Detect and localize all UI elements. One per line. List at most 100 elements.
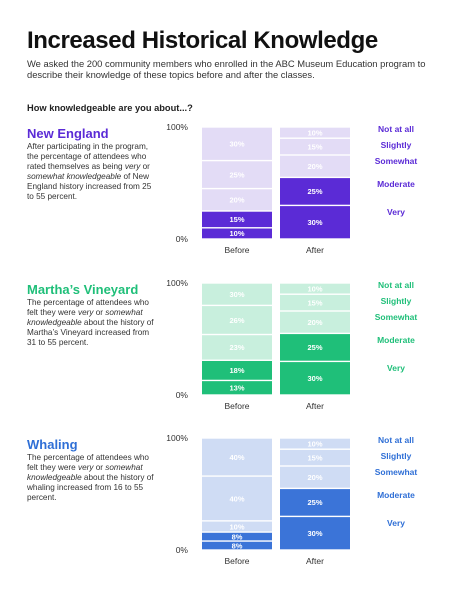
bar-segment bbox=[280, 127, 350, 138]
section-description: After participating in the program, the … bbox=[27, 142, 159, 202]
bar-segment bbox=[202, 476, 272, 521]
stacked-bar-chart: 100% 0% 10% 15% 20% 25% 30% Before 30% 25% 20% 15% 1… bbox=[166, 122, 418, 255]
category-label: Before bbox=[224, 245, 249, 255]
legend-label: Slightly bbox=[381, 451, 412, 461]
data-label: 25% bbox=[307, 343, 322, 352]
section-title: Whaling bbox=[27, 437, 78, 452]
question-text: How knowledgeable are you about...? bbox=[27, 103, 193, 113]
category-label: Before bbox=[224, 556, 249, 566]
section-whaling: Whaling The percentage of attendees who … bbox=[0, 433, 474, 566]
bar-segment bbox=[280, 362, 350, 395]
data-label: 10% bbox=[307, 439, 322, 448]
bar-segment bbox=[280, 311, 350, 333]
category-label: After bbox=[306, 401, 324, 411]
category-label: Before bbox=[224, 401, 249, 411]
page-title: Increased Historical Knowledge bbox=[27, 27, 378, 54]
description-fragment: very bbox=[124, 162, 141, 171]
description-fragment: about the history of Martha’s Vineyard i… bbox=[27, 318, 154, 347]
section-description: The percentage of attendees who felt the… bbox=[27, 298, 159, 348]
data-label: 13% bbox=[229, 384, 244, 393]
legend-label: Moderate bbox=[377, 179, 415, 189]
description-fragment: very bbox=[77, 463, 94, 472]
y-tick-label: 0% bbox=[176, 390, 189, 400]
data-label: 20% bbox=[307, 473, 322, 482]
description-fragment: very bbox=[77, 308, 94, 317]
category-label: After bbox=[306, 556, 324, 566]
category-label: After bbox=[306, 245, 324, 255]
data-label: 18% bbox=[229, 366, 244, 375]
data-label: 20% bbox=[307, 162, 322, 171]
bar-segment bbox=[280, 466, 350, 488]
legend-label: Moderate bbox=[377, 335, 415, 345]
bar-segment bbox=[202, 541, 272, 550]
section-title: Martha’s Vineyard bbox=[27, 282, 139, 297]
legend-label: Moderate bbox=[377, 490, 415, 500]
data-label: 25% bbox=[307, 187, 322, 196]
bar-segment bbox=[202, 438, 272, 476]
bar-segment bbox=[202, 161, 272, 188]
legend-label: Not at all bbox=[378, 435, 414, 445]
description-fragment: After participating in the program, the … bbox=[27, 142, 149, 171]
bar-segment bbox=[202, 189, 272, 211]
section-description: The percentage of attendees who felt the… bbox=[27, 453, 159, 503]
description-fragment: or bbox=[93, 463, 106, 472]
data-label: 15% bbox=[307, 298, 322, 307]
data-label: 25% bbox=[229, 170, 244, 179]
bar-segment bbox=[202, 283, 272, 305]
description-fragment: The percentage of attendees who felt the… bbox=[27, 298, 149, 317]
bar-segment bbox=[280, 138, 350, 155]
bar-segment bbox=[202, 360, 272, 380]
bar-segment bbox=[280, 206, 350, 239]
legend-label: Very bbox=[387, 363, 405, 373]
data-label: 15% bbox=[307, 142, 322, 151]
y-tick-label: 100% bbox=[166, 122, 188, 132]
description-fragment: somewhat knowledgeable bbox=[27, 172, 122, 181]
description-fragment: or bbox=[140, 162, 150, 171]
bar-segment bbox=[202, 335, 272, 360]
data-label: 15% bbox=[307, 453, 322, 462]
legend-label: Not at all bbox=[378, 280, 414, 290]
legend-label: Slightly bbox=[381, 140, 412, 150]
description-fragment: about the history of whaling increased f… bbox=[27, 473, 154, 502]
bar-segment bbox=[280, 294, 350, 311]
legend-label: Slightly bbox=[381, 296, 412, 306]
data-label: 30% bbox=[229, 290, 244, 299]
bar-segment bbox=[280, 334, 350, 361]
bar-segment bbox=[202, 521, 272, 532]
data-label: 30% bbox=[307, 529, 322, 538]
data-label: 20% bbox=[307, 318, 322, 327]
legend-label: Very bbox=[387, 207, 405, 217]
bar-segment bbox=[202, 381, 272, 395]
data-label: 10% bbox=[229, 229, 244, 238]
y-tick-label: 100% bbox=[166, 433, 188, 443]
bar-segment bbox=[280, 155, 350, 177]
data-label: 40% bbox=[229, 453, 244, 462]
legend-label: Somewhat bbox=[375, 156, 418, 166]
y-tick-label: 0% bbox=[176, 545, 189, 555]
stacked-bar-chart: 100%0% 8%8%10%40%40%Before30%25%20%15%10%… bbox=[166, 433, 417, 566]
description-fragment: or bbox=[93, 308, 106, 317]
data-label: 26% bbox=[229, 316, 244, 325]
data-label: 23% bbox=[229, 343, 244, 352]
data-label: 40% bbox=[229, 494, 244, 503]
section-title: New England bbox=[27, 126, 109, 141]
bar-segment bbox=[280, 178, 350, 205]
intro-text: We asked the 200 community members who e… bbox=[27, 58, 426, 80]
y-tick-label: 0% bbox=[176, 234, 189, 244]
description-fragment: of New England history increased from 25… bbox=[27, 172, 152, 201]
description-fragment: somewhat knowledgeable bbox=[27, 463, 143, 482]
section-new-england: New England After participating in the p… bbox=[0, 122, 474, 255]
data-label: 25% bbox=[307, 498, 322, 507]
bar-segment bbox=[280, 489, 350, 516]
bar-segment bbox=[202, 127, 272, 160]
data-label: 30% bbox=[229, 140, 244, 149]
data-label: 10% bbox=[307, 128, 322, 137]
y-tick-label: 100% bbox=[166, 278, 188, 288]
stacked-bar-chart: 100% 0% 13% 18% 23% 26% 30% Before 30% 25% 20% 15% 1… bbox=[166, 278, 417, 411]
bar-segment bbox=[202, 306, 272, 334]
data-label: 10% bbox=[307, 284, 322, 293]
section-marthas-vineyard: Martha’s Vineyard The percentage of atte… bbox=[0, 278, 474, 411]
bar-segment bbox=[280, 438, 350, 449]
data-label: 30% bbox=[307, 218, 322, 227]
description-fragment: somewhat knowledgeable bbox=[27, 308, 143, 327]
